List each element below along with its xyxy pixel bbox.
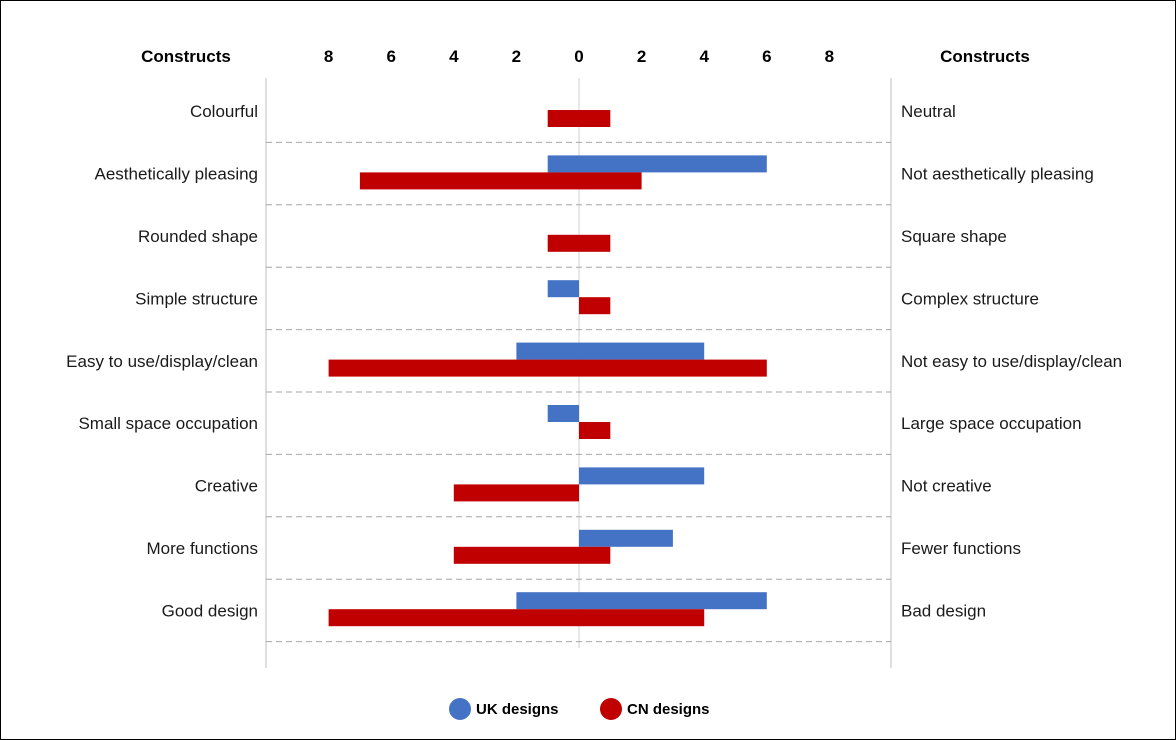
construct-label-left: Aesthetically pleasing [95, 165, 258, 184]
construct-label-left: Small space occupation [78, 414, 258, 433]
left-header: Constructs [141, 47, 231, 66]
right-header: Constructs [940, 47, 1030, 66]
cn-bar [453, 546, 611, 564]
uk-bar [579, 467, 705, 485]
legend-swatch [449, 698, 471, 720]
legend-label: UK designs [476, 701, 559, 718]
construct-label-right: Bad design [901, 601, 986, 620]
construct-label-left: More functions [147, 539, 259, 558]
cn-bar [359, 172, 642, 190]
x-tick-label: 4 [449, 47, 459, 66]
legend-swatch [600, 698, 622, 720]
construct-label-right: Large space occupation [901, 414, 1082, 433]
construct-label-right: Not aesthetically pleasing [901, 165, 1094, 184]
x-tick-label: 6 [386, 47, 395, 66]
x-tick-label: 2 [512, 47, 521, 66]
construct-label-right: Neutral [901, 102, 956, 121]
uk-bar [547, 155, 767, 173]
construct-label-right: Not creative [901, 477, 992, 496]
construct-label-right: Complex structure [901, 289, 1039, 308]
construct-label-left: Creative [195, 477, 258, 496]
construct-label-right: Not easy to use/display/clean [901, 352, 1122, 371]
x-tick-label: 2 [637, 47, 646, 66]
uk-bar [516, 592, 767, 610]
cn-bar [453, 484, 579, 502]
construct-label-left: Good design [162, 601, 258, 620]
x-tick-label: 8 [825, 47, 834, 66]
cn-bar [328, 609, 705, 627]
cn-bar [579, 422, 611, 439]
grid-layer [265, 78, 892, 668]
construct-label-right: Fewer functions [901, 539, 1021, 558]
cn-bar [328, 359, 767, 377]
uk-bar [579, 529, 673, 547]
legend: UK designs CN designs [449, 698, 710, 720]
uk-bar [547, 280, 579, 298]
construct-label-left: Easy to use/display/clean [66, 352, 258, 371]
text-layer: Constructs Constructs 8 6 4 2 0 2 4 6 8 Colourful… [66, 47, 1122, 620]
x-tick-label: 8 [324, 47, 333, 66]
construct-label-left: Colourful [190, 102, 258, 121]
x-tick-label: 4 [699, 47, 709, 66]
uk-bar [547, 405, 579, 422]
construct-label-left: Simple structure [135, 289, 258, 308]
construct-label-left: Rounded shape [138, 227, 258, 246]
cn-bar [547, 110, 611, 127]
uk-bar [516, 342, 705, 360]
cn-bar [547, 234, 611, 252]
construct-label-right: Square shape [901, 227, 1007, 246]
x-tick-label: 0 [574, 47, 583, 66]
cn-bar [579, 297, 611, 315]
legend-label: CN designs [627, 701, 710, 718]
x-tick-label: 6 [762, 47, 771, 66]
bars-layer [328, 110, 767, 627]
